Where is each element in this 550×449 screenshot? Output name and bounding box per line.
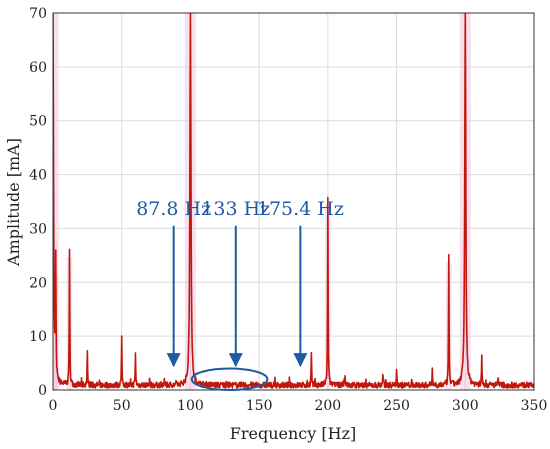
x-axis-ticks: 0 50 100 150 200 250 300 350: [49, 398, 548, 414]
y-tick-label: 30: [29, 221, 47, 237]
plot-frame: [52, 12, 535, 391]
annotation-label: 133 Hz: [201, 198, 270, 220]
y-tick-label: 60: [29, 60, 47, 76]
y-tick-label: 10: [29, 329, 47, 345]
x-tick-label: 100: [177, 398, 204, 414]
highlight-ellipse: [190, 367, 269, 392]
x-tick-label: 350: [521, 398, 548, 414]
x-tick-label: 150: [246, 398, 273, 414]
y-tick-label: 50: [29, 114, 47, 130]
annotation-label: 175.4 Hz: [257, 198, 344, 220]
x-tick-label: 50: [113, 398, 131, 414]
x-axis-title: Frequency [Hz]: [230, 424, 357, 443]
spectrum-line: [53, 13, 534, 389]
plot-area: [53, 13, 534, 390]
spectrum-series: [53, 13, 534, 389]
x-tick-label: 250: [383, 398, 410, 414]
y-tick-label: 40: [29, 168, 47, 184]
annotation-label: 87.8 Hz: [136, 198, 211, 220]
y-tick-label: 20: [29, 275, 47, 291]
y-axis-title: Amplitude [mA]: [4, 138, 23, 267]
y-tick-label: 0: [38, 383, 47, 399]
x-tick-label: 200: [314, 398, 341, 414]
y-axis-ticks: 0 10 20 30 40 50 60 70: [29, 6, 47, 399]
y-tick-label: 70: [29, 6, 47, 22]
peak-shade: [53, 13, 59, 390]
x-tick-label: 300: [452, 398, 479, 414]
x-tick-label: 0: [49, 398, 58, 414]
